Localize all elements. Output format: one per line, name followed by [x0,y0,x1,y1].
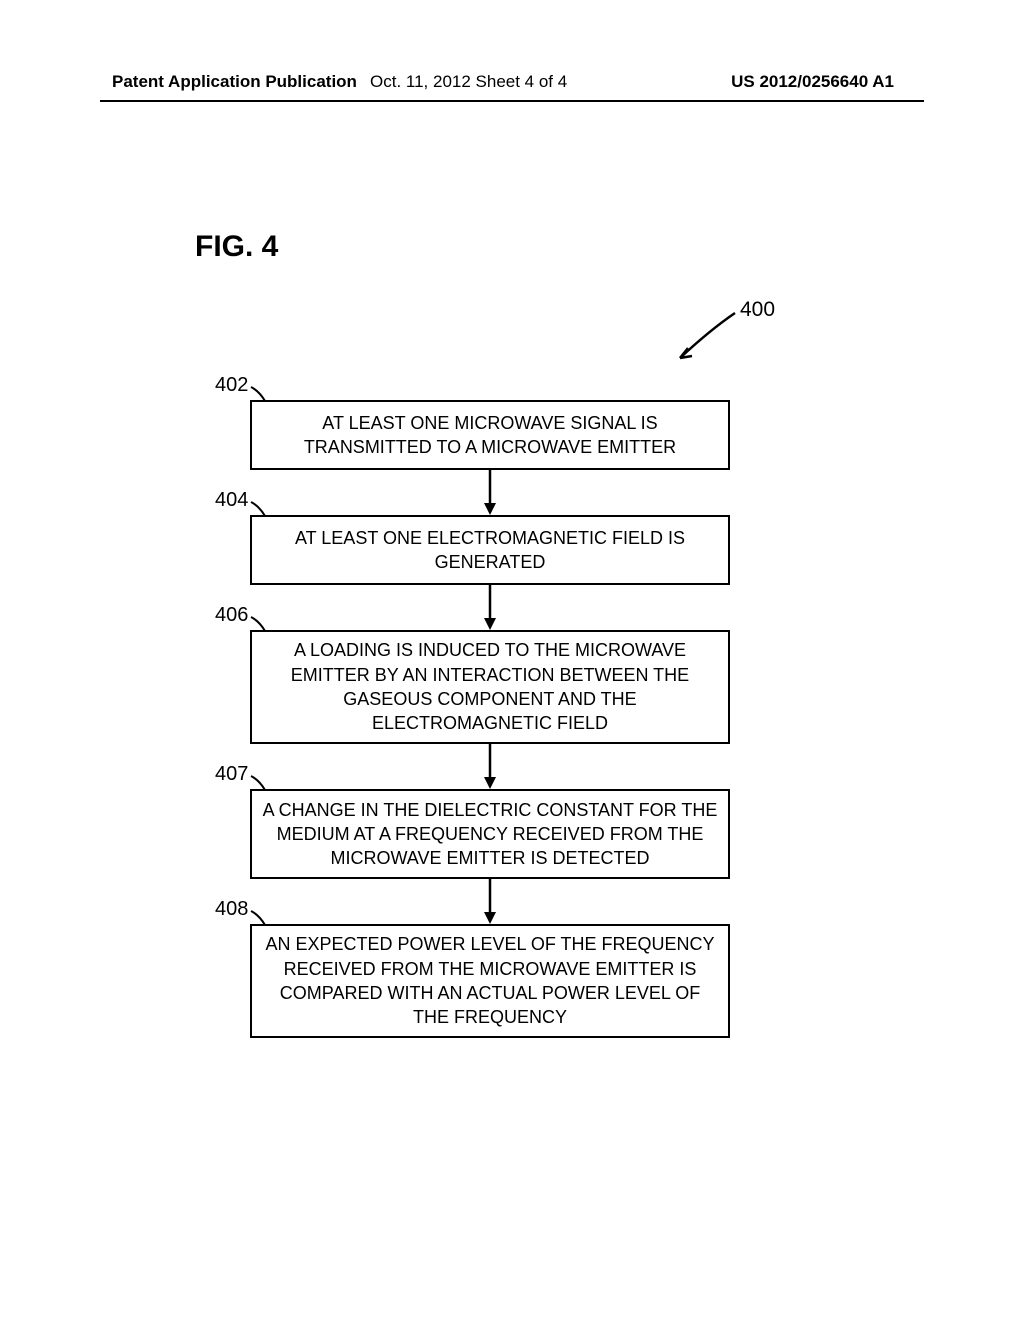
ref-leader [670,310,750,365]
figure-label: FIG. 4 [195,230,278,264]
flowchart-arrow [480,879,500,924]
flowchart-step-number: 408 [215,898,248,921]
step-number-leader [249,615,271,635]
header-middle: Oct. 11, 2012 Sheet 4 of 4 [370,72,567,92]
flowchart-step: AT LEAST ONE ELECTROMAGNETIC FIELD IS GE… [250,515,730,585]
flowchart-step-number: 402 [215,374,248,397]
step-number-leader [249,385,271,405]
flowchart-step: AN EXPECTED POWER LEVEL OF THE FREQUENCY… [250,924,730,1038]
flowchart-arrow [480,470,500,515]
flowchart-step-number: 404 [215,489,248,512]
step-number-leader [249,774,271,794]
step-number-leader [249,909,271,929]
header-right: US 2012/0256640 A1 [731,72,894,92]
flowchart-step-number: 406 [215,604,248,627]
flowchart-arrow [480,744,500,789]
header-rule [100,100,924,102]
flowchart-step: A LOADING IS INDUCED TO THE MICROWAVE EM… [250,630,730,744]
step-number-leader [249,500,271,520]
flowchart-step: A CHANGE IN THE DIELECTRIC CONSTANT FOR … [250,789,730,879]
header-left: Patent Application Publication [112,72,357,92]
flowchart-step-number: 407 [215,763,248,786]
flowchart-step: AT LEAST ONE MICROWAVE SIGNAL IS TRANSMI… [250,400,730,470]
flowchart-arrow [480,585,500,630]
